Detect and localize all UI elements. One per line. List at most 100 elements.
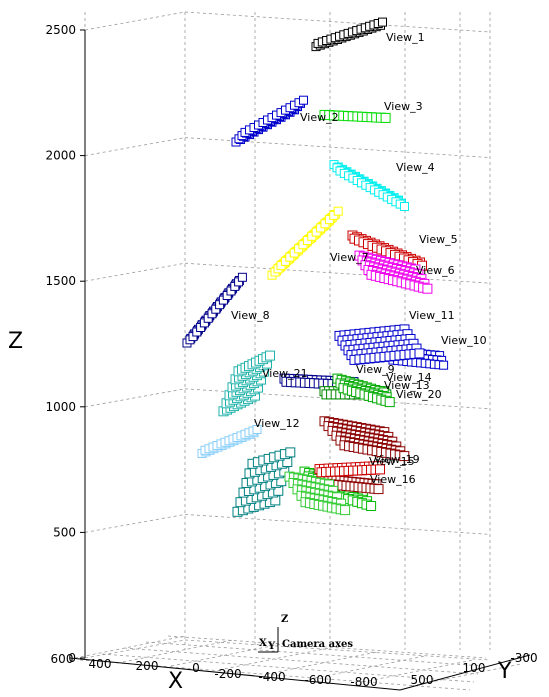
grid-floor-line bbox=[362, 659, 474, 683]
camera-marker bbox=[237, 272, 247, 282]
series-label: View_2 bbox=[300, 111, 339, 124]
x-tick-label: 400 bbox=[89, 657, 112, 671]
camera-axis-x-label: X bbox=[259, 638, 267, 649]
camera-marker bbox=[299, 95, 308, 105]
series-label: View_9 bbox=[356, 363, 395, 376]
grid-floor-line bbox=[122, 639, 234, 663]
series-view-17 bbox=[232, 447, 296, 517]
series-view-8 bbox=[182, 272, 247, 348]
grid-horizontal-line bbox=[84, 137, 186, 156]
series-view-21 bbox=[218, 350, 275, 417]
grid-floor-line bbox=[123, 647, 479, 675]
camera-marker bbox=[439, 360, 449, 370]
series-view-2 bbox=[231, 95, 308, 147]
grid-horizontal-line bbox=[184, 137, 491, 158]
y-axis-line bbox=[399, 654, 531, 691]
camera-marker bbox=[340, 505, 351, 516]
series-label: View_5 bbox=[419, 233, 458, 246]
series-label: View_15 bbox=[369, 455, 415, 468]
x-tick-label: -200 bbox=[214, 667, 241, 681]
x-tick-label: -600 bbox=[304, 673, 331, 687]
series-label: View_20 bbox=[396, 388, 442, 401]
grid-floor-line bbox=[167, 635, 487, 659]
z-tick-label: 1500 bbox=[45, 274, 76, 288]
series-label: View_16 bbox=[370, 473, 416, 486]
camera-marker bbox=[414, 348, 425, 359]
camera-marker bbox=[380, 112, 391, 123]
series-label: View_11 bbox=[409, 309, 455, 322]
grid-floor-line bbox=[145, 641, 483, 667]
series-label: View_6 bbox=[416, 264, 455, 277]
z-tick-label: 1000 bbox=[45, 400, 76, 414]
camera-axes-indicator: Z X Y Camera axes bbox=[258, 614, 353, 653]
grid-horizontal-line bbox=[84, 639, 186, 659]
series-view-3 bbox=[319, 109, 391, 123]
grid-floor-line bbox=[74, 635, 186, 659]
x-axis-line bbox=[69, 657, 401, 691]
series-view-1 bbox=[311, 17, 387, 52]
camera-marker bbox=[400, 202, 409, 211]
series-label: View_14 bbox=[386, 371, 432, 384]
grid-floor-line bbox=[266, 651, 378, 675]
series-view-4 bbox=[329, 160, 409, 211]
z-tick-label: 2000 bbox=[45, 149, 76, 163]
series-label: View_4 bbox=[396, 161, 435, 174]
camera-marker bbox=[378, 17, 387, 27]
camera-marker bbox=[252, 425, 262, 434]
z-axis-label: Z bbox=[8, 329, 23, 354]
y-tick-label: 500 bbox=[411, 673, 434, 687]
camera-marker bbox=[366, 501, 377, 511]
series-label: View_21 bbox=[262, 367, 308, 380]
camera-marker bbox=[399, 451, 410, 462]
grid-horizontal-line bbox=[184, 639, 491, 661]
grid-floor-line bbox=[170, 643, 282, 667]
series-view-19 bbox=[314, 461, 385, 478]
y-tick-label: -300 bbox=[510, 651, 537, 665]
y-axis-label: Y bbox=[497, 659, 512, 684]
camera-marker bbox=[333, 206, 343, 216]
series-view-14 bbox=[332, 373, 395, 408]
marks-layer bbox=[182, 17, 449, 517]
series-label: View_1 bbox=[386, 31, 425, 44]
grid-floor-line bbox=[314, 655, 426, 679]
grid-horizontal-line bbox=[84, 514, 186, 533]
grid-horizontal-line bbox=[84, 262, 186, 282]
axes-layer bbox=[69, 29, 531, 691]
camera-axis-z-label: Z bbox=[281, 614, 288, 625]
grid-horizontal-line bbox=[184, 262, 491, 284]
series-label: View_10 bbox=[441, 334, 487, 347]
camera-marker bbox=[265, 350, 275, 361]
series-label: View_12 bbox=[254, 417, 300, 430]
camera-axis-y-label: Y bbox=[267, 641, 276, 652]
series-view-12 bbox=[197, 425, 262, 458]
camera-marker bbox=[373, 484, 384, 495]
series-label: View_7 bbox=[330, 251, 369, 264]
grid-horizontal-line bbox=[84, 11, 186, 31]
grid-floor-line bbox=[79, 659, 471, 691]
series-label: View_13 bbox=[384, 379, 430, 392]
x-tick-label: 0 bbox=[192, 661, 200, 675]
series-view-5 bbox=[347, 230, 427, 271]
x-tick-label: 600 bbox=[51, 652, 74, 666]
series-view-18 bbox=[284, 471, 351, 516]
grid-horizontal-line bbox=[184, 514, 491, 535]
camera-marker bbox=[384, 397, 395, 408]
z-tick-label: 0 bbox=[68, 651, 76, 665]
x-axis-label: X bbox=[168, 669, 183, 694]
camera-marker bbox=[285, 447, 296, 458]
y-tick-label: 100 bbox=[463, 661, 486, 675]
grid-horizontal-line bbox=[84, 388, 186, 408]
series-view-20 bbox=[319, 416, 410, 462]
x-tick-label: 200 bbox=[136, 659, 159, 673]
series-label: View_3 bbox=[384, 100, 423, 113]
series-label: View_8 bbox=[231, 309, 270, 322]
series-view-11 bbox=[334, 324, 425, 365]
grid-horizontal-line bbox=[184, 11, 491, 33]
series-label: View_19 bbox=[374, 453, 420, 466]
grid-layer bbox=[74, 11, 522, 691]
grid-floor-line bbox=[101, 653, 475, 683]
x-tick-label: -800 bbox=[350, 675, 377, 689]
series-view-6 bbox=[354, 250, 433, 294]
